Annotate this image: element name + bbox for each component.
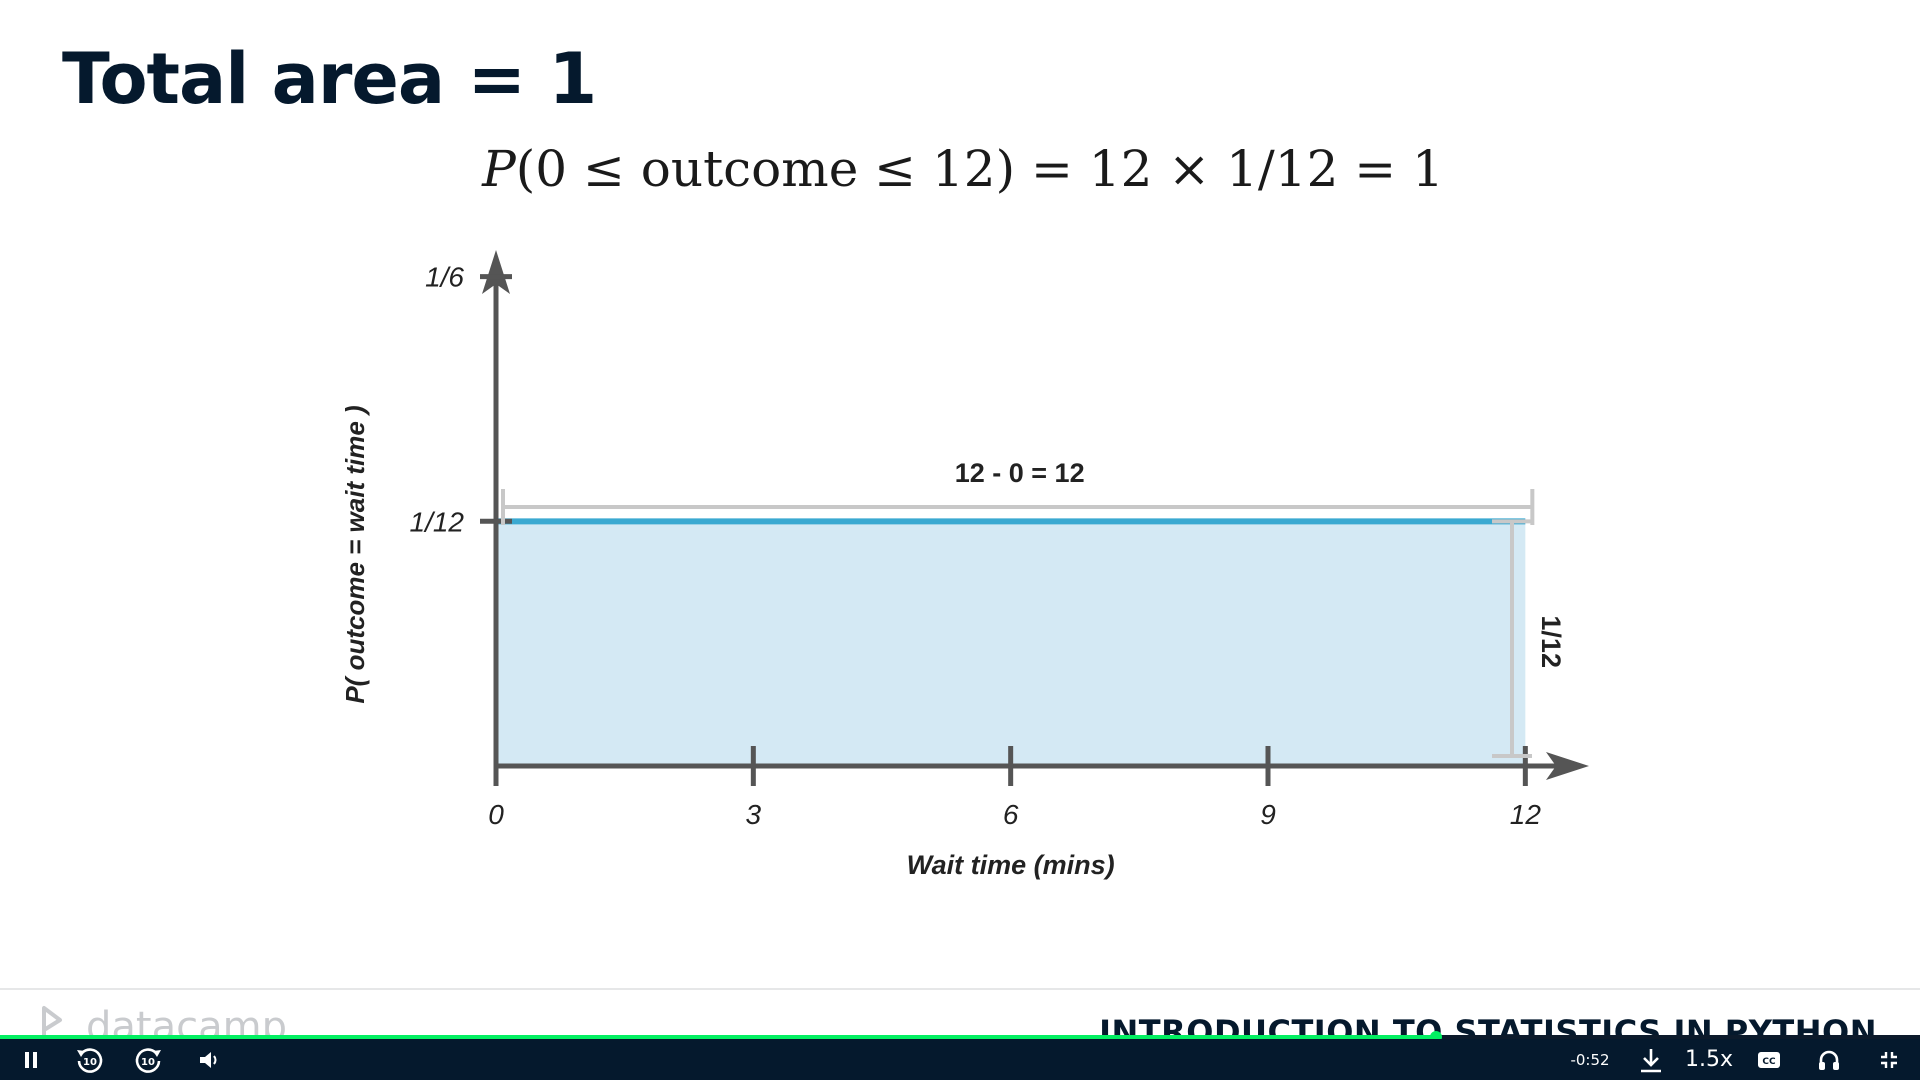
formula-result: = 12 × 1/12 = 1 bbox=[1015, 140, 1444, 198]
download-button[interactable] bbox=[1636, 1039, 1666, 1080]
height-bracket bbox=[1492, 519, 1532, 758]
forward-10-button[interactable]: 10 bbox=[130, 1039, 166, 1080]
x-axis-arrow bbox=[1546, 752, 1589, 780]
volume-icon bbox=[200, 1051, 217, 1068]
x-tick-label: 12 bbox=[1510, 799, 1542, 830]
rewind-10-label: 10 bbox=[83, 1057, 97, 1068]
rewind-10-icon: 10 bbox=[77, 1047, 103, 1073]
y-axis-arrow bbox=[482, 250, 510, 294]
pause-icon bbox=[25, 1051, 37, 1068]
footer-divider bbox=[0, 988, 1920, 990]
progress-fill bbox=[0, 1035, 1437, 1039]
download-icon bbox=[1641, 1048, 1661, 1072]
y-axis-label: P( outcome = wait time ) bbox=[340, 405, 370, 703]
datacamp-logo: datacamp bbox=[40, 1004, 287, 1038]
exit-fullscreen-icon bbox=[1881, 1051, 1897, 1068]
volume-button[interactable] bbox=[194, 1039, 226, 1080]
player-controls: 10 10 -0:52 1.5x CC bbox=[0, 1039, 1920, 1080]
formula-interval: (0 ≤ outcome ≤ 12) bbox=[515, 140, 1016, 198]
captions-button[interactable]: CC bbox=[1754, 1039, 1784, 1080]
logo-wordmark: datacamp bbox=[86, 1004, 287, 1038]
datacamp-logo-icon bbox=[42, 1006, 62, 1038]
forward-10-icon: 10 bbox=[135, 1047, 161, 1073]
uniform-distribution-chart: 0 3 6 9 12 1/12 1/6 Wait time (mins) P( outco… bbox=[340, 250, 1589, 880]
y-tick-group: 1/12 1/6 bbox=[410, 262, 512, 537]
x-tick-label: 9 bbox=[1260, 799, 1276, 830]
y-tick-label: 1/6 bbox=[425, 262, 464, 293]
playback-speed-button[interactable]: 1.5x bbox=[1684, 1047, 1733, 1072]
headphones-icon bbox=[1819, 1050, 1839, 1070]
rewind-10-button[interactable]: 10 bbox=[72, 1039, 108, 1080]
area-fill bbox=[496, 521, 1526, 766]
captions-icon: CC bbox=[1758, 1051, 1780, 1068]
width-bracket bbox=[501, 489, 1535, 525]
audio-only-button[interactable] bbox=[1814, 1039, 1844, 1080]
course-title: INTRODUCTION TO STATISTICS IN PYTHON bbox=[1099, 1013, 1877, 1038]
forward-10-label: 10 bbox=[141, 1057, 155, 1068]
x-axis-label: Wait time (mins) bbox=[907, 850, 1115, 880]
pause-button[interactable] bbox=[14, 1039, 48, 1080]
time-remaining: -0:52 bbox=[1570, 1050, 1610, 1069]
slide-title: Total area = 1 bbox=[62, 38, 597, 120]
slide: Total area = 1 P(0 ≤ outcome ≤ 12) = 12 … bbox=[0, 38, 1920, 1038]
x-tick-label: 6 bbox=[1003, 799, 1019, 830]
x-tick-label: 3 bbox=[746, 799, 762, 830]
height-label: 1/12 bbox=[1536, 615, 1566, 668]
captions-label: CC bbox=[1762, 1057, 1776, 1067]
formula-p: P bbox=[482, 140, 516, 198]
y-tick-label: 1/12 bbox=[410, 506, 465, 537]
probability-formula: P(0 ≤ outcome ≤ 12) = 12 × 1/12 = 1 bbox=[0, 140, 1920, 198]
exit-fullscreen-button[interactable] bbox=[1874, 1039, 1904, 1080]
x-tick-group: 0 3 6 9 12 bbox=[488, 746, 1541, 830]
x-tick-label: 0 bbox=[488, 799, 504, 830]
width-label: 12 - 0 = 12 bbox=[955, 458, 1085, 488]
